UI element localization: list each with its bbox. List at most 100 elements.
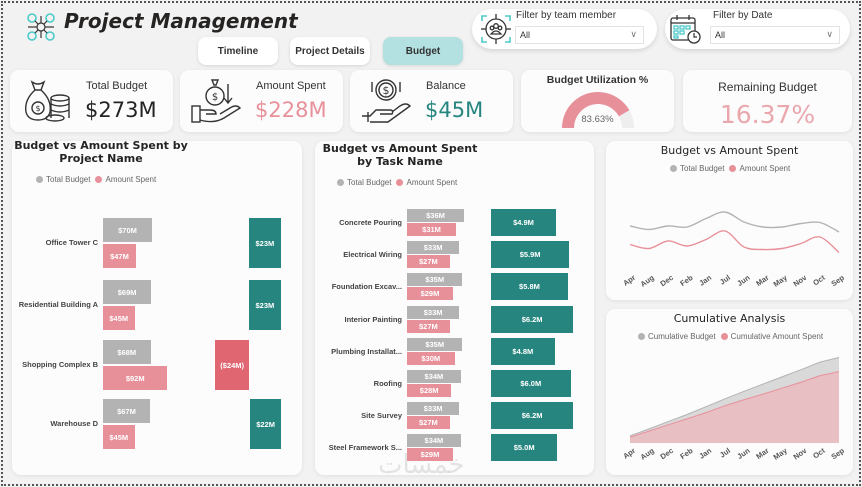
date-select[interactable]: All ∨ [710, 26, 840, 44]
hand-dollar-coin-icon: $ [360, 76, 412, 130]
task-chart-card: Budget vs Amount Spent by Task Name Tota… [315, 141, 594, 475]
chart-title: Budget vs Amount Spent by Project Name [14, 139, 188, 165]
legend-dot-spent [396, 179, 404, 186]
line-total-budget [629, 211, 840, 233]
legend-label: Total Budget [680, 164, 725, 173]
team-member-filter: Filter by team member All ∨ [472, 9, 657, 49]
category-label: Foundation Excav... [331, 282, 402, 292]
line-cumulative-spent [629, 371, 840, 438]
svg-text:$: $ [35, 104, 40, 113]
bar-balance-negative: ($24M) [215, 340, 249, 390]
category-label: Warehouse D [50, 419, 98, 428]
bar-balance: $5.8M [491, 273, 568, 301]
kpi-total-budget: $ Total Budget $273M [10, 70, 173, 132]
chart-title: Cumulative Analysis [673, 312, 786, 325]
page-title: Project Management [64, 9, 298, 33]
line-cumulative-budget [629, 356, 840, 437]
legend-label: Amount Spent [406, 178, 458, 187]
category-label: Steel Framework S... [328, 443, 402, 453]
chart-title: Budget vs Amount Spent [660, 144, 799, 157]
category-label: Roofing [373, 379, 402, 388]
bar-amount-spent: $29M [407, 448, 453, 462]
network-hub-icon [26, 13, 56, 41]
category-label: Electrical Wiring [343, 250, 402, 260]
legend-label: Total Budget [46, 175, 91, 184]
gauge-title: Budget Utilization % [546, 74, 649, 86]
kpi-label: Amount Spent [256, 80, 326, 92]
legend-dot-spent [729, 165, 737, 172]
team-member-select[interactable]: All ∨ [515, 26, 644, 44]
budget-utilization-gauge-card: Budget Utilization % 83.63% [521, 70, 674, 132]
legend-dot-budget [670, 165, 677, 172]
tab-timeline[interactable]: Timeline [198, 37, 278, 65]
bar-total-budget: $67M [103, 399, 150, 423]
cumulative-chart-card: Cumulative Analysis Cumulative Budget Cu… [606, 309, 853, 475]
bar-balance: $22M [250, 399, 281, 449]
bar-total-budget: $33M [407, 241, 460, 255]
line-chart-card: Budget vs Amount Spent Total Budget Amou… [606, 141, 853, 300]
kpi-value: $45M [425, 98, 484, 122]
bar-amount-spent: $45M [103, 306, 135, 330]
kpi-label: Total Budget [86, 80, 148, 92]
kpi-label: Balance [426, 80, 466, 92]
project-chart-card: Budget vs Amount Spent by Project Name T… [12, 139, 302, 475]
money-bag-coins-icon: $ [22, 78, 72, 130]
line-chart [629, 211, 840, 254]
gauge-value: 83.63% [581, 114, 614, 125]
bar-amount-spent: $47M [103, 244, 136, 268]
chart-legend: Total Budget Amount Spent [670, 164, 790, 173]
kpi-label: Remaining Budget [718, 80, 817, 94]
kpi-amount-spent: $ Amount Spent $228M [180, 70, 343, 132]
legend-dot-spent [95, 176, 103, 183]
team-member-select-value: All [520, 30, 531, 40]
bar-amount-spent: $29M [407, 287, 453, 301]
category-label: Residential Building A [18, 300, 98, 309]
watermark: خمسات [378, 450, 465, 480]
bar-total-budget: $68M [103, 340, 151, 364]
bar-total-budget: $33M [407, 305, 460, 319]
category-label: Office Tower C [45, 238, 98, 247]
category-label: Interior Painting [344, 314, 402, 324]
line-amount-spent [629, 230, 840, 254]
kpi-remaining-budget: Remaining Budget 16.37% [683, 70, 852, 132]
svg-text:$: $ [212, 92, 218, 103]
chart-legend: Cumulative Budget Cumulative Amount Spen… [638, 332, 823, 341]
category-label: Shopping Complex B [22, 360, 98, 369]
bar-balance: $6.2M [491, 305, 574, 333]
legend-dot-budget [36, 176, 43, 183]
bar-amount-spent: $45M [103, 425, 135, 449]
legend-label: Amount Spent [739, 164, 791, 173]
bar-balance: $5.9M [491, 241, 570, 269]
bar-total-budget: $35M [407, 273, 463, 287]
legend-dot-budget [638, 333, 645, 340]
bar-total-budget: $33M [407, 402, 460, 416]
bar-amount-spent: $27M [407, 255, 450, 269]
bar-amount-spent: $27M [407, 319, 450, 333]
bar-amount-spent: $92M [103, 366, 168, 390]
date-filter: Filter by Date All ∨ [665, 9, 850, 49]
kpi-value: $273M [85, 98, 157, 122]
bar-amount-spent: $27M [407, 416, 450, 430]
date-select-value: All [715, 30, 726, 40]
kpi-balance: $ Balance $45M [350, 70, 513, 132]
bar-total-budget: $70M [103, 218, 152, 242]
kpi-value: 16.37% [719, 100, 816, 129]
legend-label: Total Budget [347, 178, 392, 187]
hand-money-down-icon: $ [190, 76, 242, 130]
chart-title: Budget vs Amount Spent by Task Name [322, 142, 478, 168]
category-label: Site Survey [361, 411, 402, 421]
area-cumulative-spent [630, 371, 839, 443]
chevron-down-icon: ∨ [630, 29, 637, 39]
tab-project-details[interactable]: Project Details [290, 37, 370, 65]
team-target-icon [478, 12, 514, 46]
area-chart [629, 356, 840, 443]
legend-label: Cumulative Amount Spent [730, 332, 824, 341]
team-member-filter-label: Filter by team member [516, 10, 617, 21]
bar-balance: $23M [248, 218, 281, 268]
bar-amount-spent: $31M [407, 223, 457, 236]
utilization-gauge [562, 91, 634, 128]
category-label: Concrete Pouring [339, 218, 402, 227]
gauge-fill [562, 91, 630, 128]
legend-label: Cumulative Budget [648, 332, 716, 341]
tab-budget[interactable]: Budget [383, 37, 463, 65]
